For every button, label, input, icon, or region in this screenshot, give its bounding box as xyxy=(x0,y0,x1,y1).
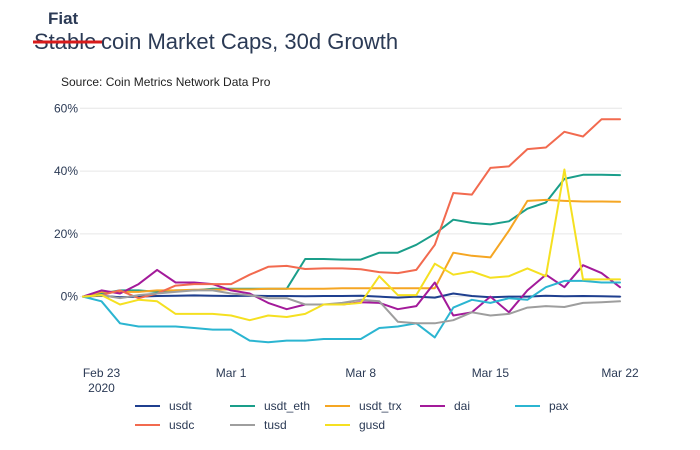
legend-label: dai xyxy=(454,399,470,413)
series-line-tusd xyxy=(82,289,621,325)
legend: usdt usdt_eth usdt_trx dai pax usdc tusd gusd xyxy=(135,399,568,432)
chart-subtitle: Source: Coin Metrics Network Data Pro xyxy=(61,75,271,89)
legend-item-usdt-eth[interactable]: usdt_eth xyxy=(230,399,310,413)
x-tick-year-label: 2020 xyxy=(88,381,115,395)
x-tick-label: Mar 8 xyxy=(345,366,376,380)
y-tick-label: 60% xyxy=(54,101,78,115)
legend-label: usdt_eth xyxy=(264,399,310,413)
x-tick-label: Feb 23 xyxy=(83,366,121,380)
legend-item-usdc[interactable]: usdc xyxy=(135,418,194,432)
series-line-usdt-eth xyxy=(82,173,621,298)
series-line-usdt xyxy=(82,292,621,299)
series-line-gusd xyxy=(82,168,621,322)
y-tick-label: 20% xyxy=(54,227,78,241)
x-axis: Feb 23 Mar 1 Mar 8 Mar 15 Mar 22 xyxy=(83,366,639,380)
chart-title-rest: coin Market Caps, 30d Growth xyxy=(101,29,398,54)
x-tick-label: Mar 15 xyxy=(472,366,510,380)
legend-label: usdt_trx xyxy=(359,399,402,413)
legend-label: usdc xyxy=(169,418,194,432)
legend-label: gusd xyxy=(359,418,385,432)
chart-title-prefix: Fiat xyxy=(48,9,79,28)
legend-item-usdt[interactable]: usdt xyxy=(135,399,192,413)
y-tick-label: 0% xyxy=(61,290,79,304)
x-tick-label: Mar 1 xyxy=(216,366,247,380)
legend-item-usdt-trx[interactable]: usdt_trx xyxy=(325,399,402,413)
series-line-usdc xyxy=(82,118,621,300)
series-line-usdt-trx xyxy=(82,198,621,298)
legend-item-tusd[interactable]: tusd xyxy=(230,418,287,432)
y-tick-label: 40% xyxy=(54,164,78,178)
legend-item-gusd[interactable]: gusd xyxy=(325,418,385,432)
legend-label: tusd xyxy=(264,418,287,432)
series-lines xyxy=(82,118,621,344)
legend-label: pax xyxy=(549,399,568,413)
legend-label: usdt xyxy=(169,399,192,413)
series-line-pax xyxy=(82,279,621,344)
legend-item-dai[interactable]: dai xyxy=(420,399,470,413)
legend-item-pax[interactable]: pax xyxy=(515,399,568,413)
y-axis: 0% 20% 40% 60% xyxy=(54,101,78,303)
x-tick-label: Mar 22 xyxy=(601,366,639,380)
